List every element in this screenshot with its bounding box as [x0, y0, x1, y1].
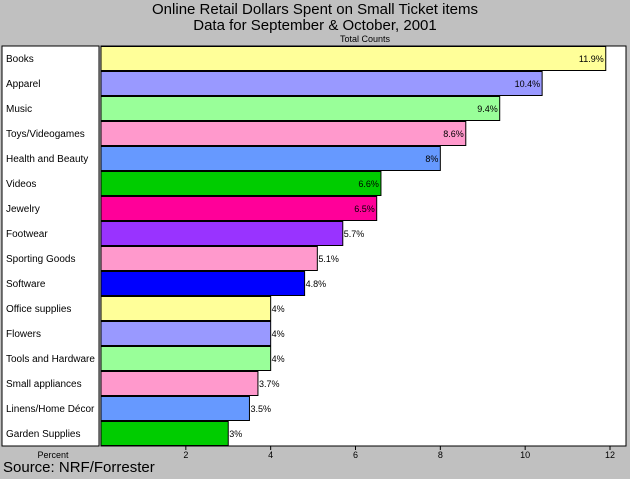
bar-16 — [100, 421, 229, 446]
data-label-7: 6.5% — [354, 204, 375, 214]
category-labels-group: Books Apparel Music Toys/Videogames Health a… — [6, 54, 95, 440]
series-label: Total Counts — [339, 34, 391, 44]
data-label-11: 4% — [272, 304, 285, 314]
x-tick-label-6: 12 — [605, 450, 615, 460]
bar-5 — [100, 146, 441, 171]
x-tick-label-3: 6 — [353, 450, 358, 460]
category-label-4: Toys/Videogames — [6, 129, 85, 140]
category-label-1: Books — [6, 54, 34, 65]
x-axis: Percent 2 4 6 8 10 12 — [37, 446, 615, 460]
chart-title: Online Retail Dollars Spent on Small Tic… — [152, 1, 478, 18]
bar-2 — [100, 71, 543, 96]
category-label-2: Apparel — [6, 79, 40, 90]
bar-3 — [100, 96, 501, 121]
bar-1 — [100, 46, 607, 71]
category-label-15: Linens/Home Décor — [6, 404, 95, 415]
bar-4 — [100, 121, 467, 146]
bar-11 — [100, 296, 272, 321]
category-label-5: Health and Beauty — [6, 154, 88, 165]
data-label-1: 11.9% — [579, 54, 604, 64]
category-label-8: Footwear — [6, 229, 48, 240]
data-label-6: 6.6% — [358, 179, 379, 189]
category-label-9: Sporting Goods — [6, 254, 76, 265]
data-label-2: 10.4% — [515, 79, 541, 89]
category-label-13: Tools and Hardware — [6, 354, 95, 365]
data-label-10: 4.8% — [306, 279, 327, 289]
bar-15 — [100, 396, 250, 421]
bar-10 — [100, 271, 306, 296]
category-label-7: Jewelry — [6, 204, 40, 215]
category-label-11: Office supplies — [6, 304, 71, 315]
bar-6 — [100, 171, 382, 196]
x-tick-label-4: 8 — [438, 450, 443, 460]
bar-14 — [100, 371, 259, 396]
category-label-6: Videos — [6, 179, 36, 190]
bar-12 — [100, 321, 272, 346]
bar-8 — [100, 221, 344, 246]
x-tick-label-2: 4 — [268, 450, 273, 460]
x-tick-label-5: 10 — [520, 450, 530, 460]
category-label-14: Small appliances — [6, 379, 82, 390]
x-axis-label: Percent — [37, 450, 69, 460]
bar-9 — [100, 246, 318, 271]
data-label-4: 8.6% — [443, 129, 464, 139]
x-tick-label-1: 2 — [183, 450, 188, 460]
data-label-8: 5.7% — [344, 229, 365, 239]
data-label-5: 8% — [425, 154, 438, 164]
bar-13 — [100, 346, 272, 371]
data-label-14: 3.7% — [259, 379, 280, 389]
chart-subtitle: Data for September & October, 2001 — [193, 17, 437, 34]
data-label-13: 4% — [272, 354, 285, 364]
data-label-12: 4% — [272, 329, 285, 339]
bars-group: 11.9% 10.4% 9.4% 8.6% 8% 6.6% 6.5% 5.7% 5.1% 4.8%… — [100, 46, 607, 446]
data-label-15: 3.5% — [250, 404, 271, 414]
data-label-3: 9.4% — [477, 104, 498, 114]
data-label-9: 5.1% — [318, 254, 339, 264]
category-label-10: Software — [6, 279, 46, 290]
bar-7 — [100, 196, 378, 221]
category-label-16: Garden Supplies — [6, 429, 81, 440]
data-label-16: 3% — [229, 429, 242, 439]
category-panel — [1, 45, 100, 447]
category-label-3: Music — [6, 104, 32, 115]
category-label-12: Flowers — [6, 329, 41, 340]
source-note: Source: NRF/Forrester — [3, 459, 155, 476]
